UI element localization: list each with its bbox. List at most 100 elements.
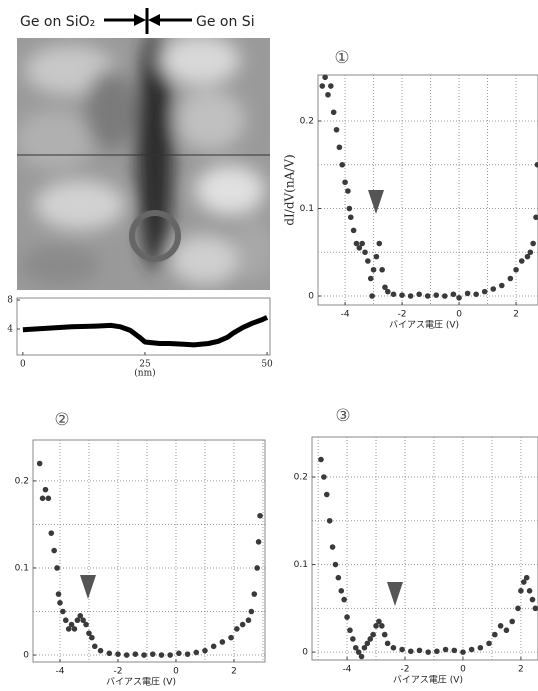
data-point [507,275,514,282]
data-point [71,626,78,632]
data-point [245,617,252,624]
data-point [91,643,98,650]
x-tick-label: 50 [261,360,273,370]
data-point [490,286,497,292]
data-point [255,539,262,545]
x-tick-label: -2 [401,665,410,675]
data-point [373,253,380,260]
data-point [416,291,422,298]
x-tick-label: -4 [343,665,352,675]
data-point [481,288,488,295]
data-point [370,631,376,638]
x-tick-label: -2 [113,667,122,677]
feature-markers [80,190,403,606]
data-point [486,640,492,647]
data-point [347,627,353,634]
data-point [55,591,62,597]
data-point [492,631,498,638]
data-point [322,74,328,81]
data-point [451,647,458,654]
data-point [533,214,538,221]
data-point [524,253,531,260]
x-tick-label: -4 [341,310,350,320]
data-point [326,517,333,524]
data-point [425,649,431,655]
data-point [234,626,240,632]
y-tick-label: 0 [308,291,314,301]
data-point [77,613,84,619]
data-point [390,291,397,298]
data-point [477,644,484,651]
data-point [534,161,538,168]
y-tick-label: 0.2 [294,473,308,483]
data-point [106,650,113,657]
data-point [97,647,104,654]
x-tick-label: -2 [398,310,407,320]
data-point [329,544,336,550]
data-point [45,495,52,502]
data-point [51,547,57,554]
data-point [319,83,326,89]
x-tick-label: 0 [20,360,26,370]
data-point [379,623,385,629]
data-point [355,649,362,655]
data-point [328,83,334,89]
data-point [48,530,55,536]
data-point [473,291,479,298]
data-point [442,646,449,653]
y-tick-label: 0 [302,648,308,658]
panel-label: ① [334,48,349,68]
y-tick-label: 0.1 [294,560,308,570]
data-point [352,644,359,651]
data-point [367,275,374,282]
data-point [62,617,69,624]
x-tick-label: 0 [460,665,466,675]
x-tick-label: 2 [518,665,524,675]
data-point [434,648,440,655]
data-point [115,651,121,657]
data-point [42,486,49,493]
data-point [167,652,173,658]
data-point [123,652,130,658]
y-tick-label: 4 [7,324,13,334]
y-axis-label: dI/dV(nA/V) [283,154,297,225]
y-tick-label: 0.1 [15,563,29,573]
data-point [464,290,471,297]
boundary-arrows [104,8,192,34]
data-point [86,630,92,637]
data-point [442,293,448,299]
plot-frame [317,74,538,306]
data-point [318,456,324,463]
label-right: Ge on Si [196,14,255,30]
x-tick-label: 2 [231,667,237,677]
data-point [509,618,516,625]
data-point [530,240,536,247]
data-point [381,631,388,638]
data-point [456,294,462,301]
plot-frame [311,436,538,661]
data-point [399,292,405,298]
data-point [407,293,414,299]
data-point [503,627,510,634]
data-point [384,640,391,647]
x-tick-label: 25 [139,360,151,370]
data-point [132,651,139,657]
data-point [369,293,375,299]
data-point [60,608,66,615]
y-tick-label: 0 [23,651,29,661]
data-point [176,650,182,657]
data-point [342,179,348,186]
data-point [254,565,260,571]
data-point [468,646,475,653]
x-tick-label: 2 [513,310,519,320]
data-point [345,188,351,194]
data-point [83,621,89,628]
data-point [399,646,405,653]
data-point [450,291,457,298]
data-point [385,288,391,295]
data-point [248,608,255,615]
y-tick-label: 0.1 [300,204,314,214]
data-point [526,588,533,594]
data-point [321,474,327,480]
